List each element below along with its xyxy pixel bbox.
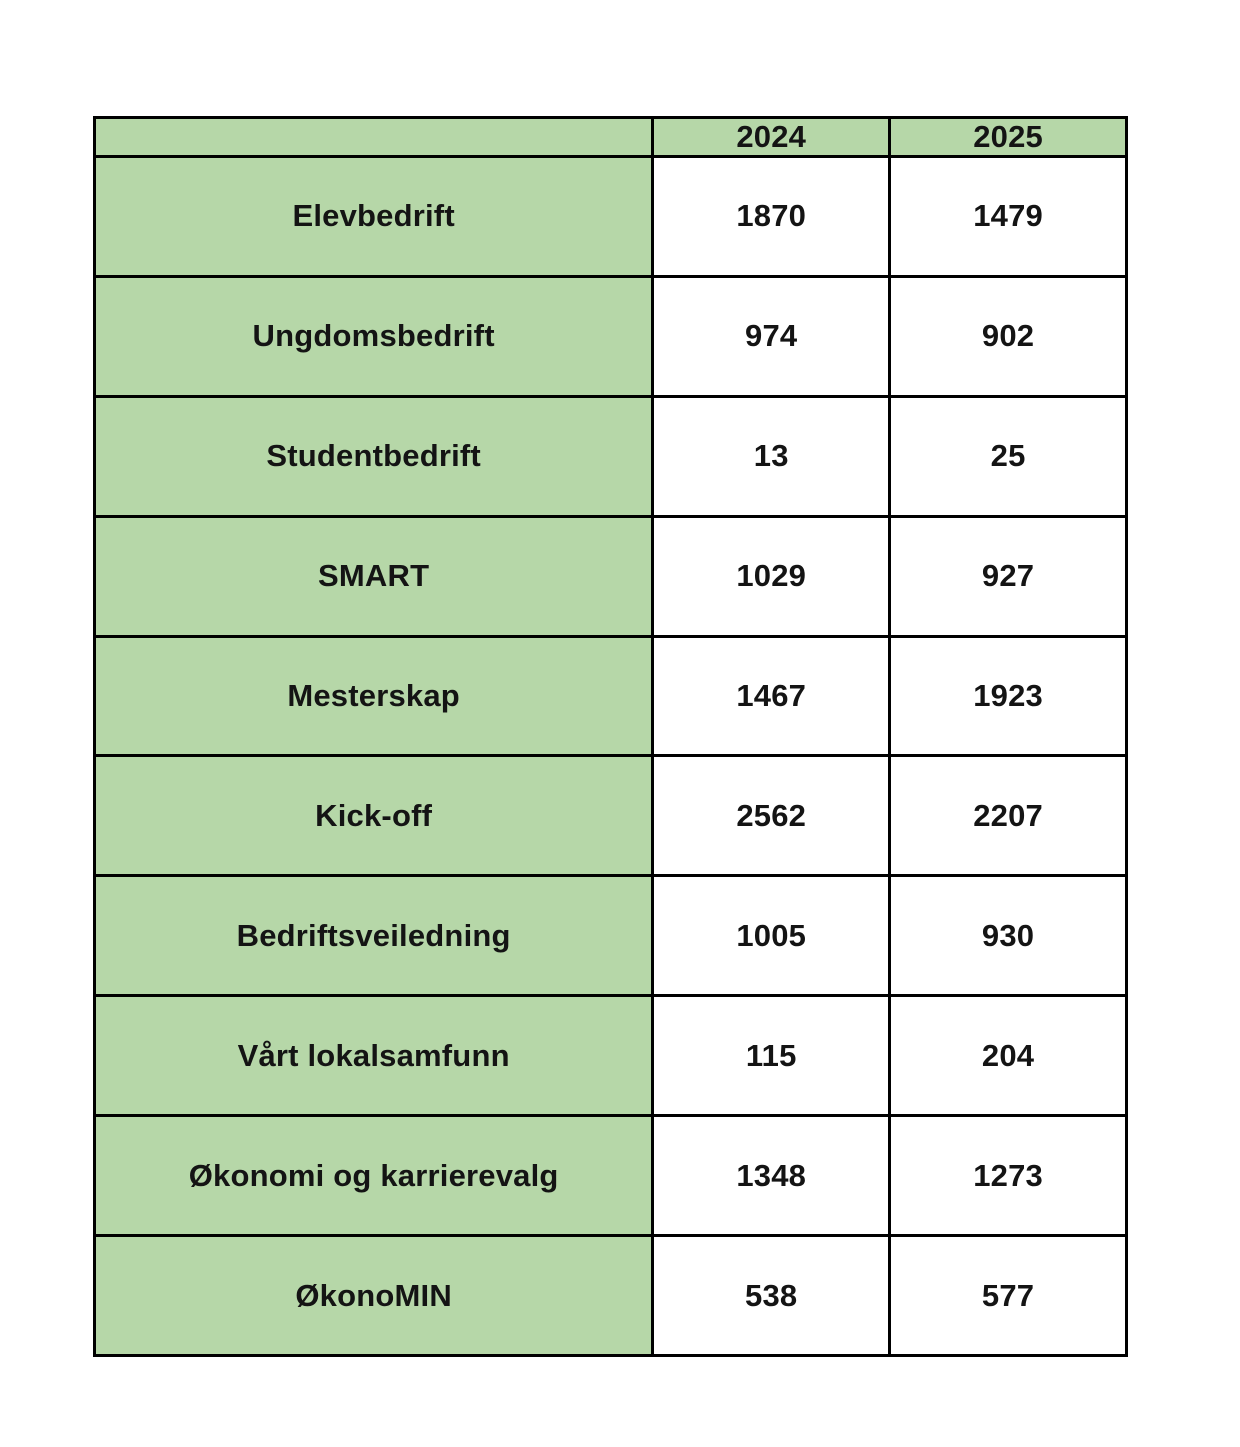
value-2024-cell: 538 (651, 1234, 892, 1357)
table-row: Bedriftsveiledning 1005 930 (92, 874, 1128, 998)
row-label-cell: Elevbedrift (92, 155, 655, 278)
table-row: Kick-off 2562 2207 (92, 754, 1128, 878)
row-label-cell: Kick-off (92, 754, 655, 878)
value-2024-cell: 1870 (651, 155, 892, 278)
value-2024-cell: 974 (651, 274, 892, 398)
statistics-table: 2024 2025 Elevbedrift 1870 1479 Ungdomsbedr… (92, 116, 1128, 1357)
table-row: SMART 1029 927 (92, 514, 1128, 638)
value-2025-cell: 930 (888, 874, 1128, 998)
value-2024-cell: 1005 (651, 874, 892, 998)
statistics-table-container: 2024 2025 Elevbedrift 1870 1479 Ungdomsbedr… (92, 116, 1128, 1357)
value-2024-cell: 1467 (651, 634, 892, 758)
header-cell-2025: 2025 (888, 116, 1128, 158)
row-label-cell: Mesterskap (92, 634, 655, 758)
value-2025-cell: 1479 (888, 155, 1128, 278)
value-2025-cell: 1923 (888, 634, 1128, 758)
row-label-cell: Vårt lokalsamfunn (92, 994, 655, 1118)
row-label-cell: Studentbedrift (92, 394, 655, 518)
table-row: ØkonoMIN 538 577 (92, 1234, 1128, 1357)
row-label-cell: Ungdomsbedrift (92, 274, 655, 398)
value-2025-cell: 577 (888, 1234, 1128, 1357)
table-row: Mesterskap 1467 1923 (92, 634, 1128, 758)
table-row: Vårt lokalsamfunn 115 204 (92, 994, 1128, 1118)
header-cell-2024: 2024 (651, 116, 892, 158)
value-2024-cell: 2562 (651, 754, 892, 878)
header-row: 2024 2025 (92, 116, 1128, 158)
table-header: 2024 2025 (92, 116, 1128, 158)
header-cell-empty (92, 116, 655, 158)
table-row: Økonomi og karrierevalg 1348 1273 (92, 1114, 1128, 1238)
value-2024-cell: 1348 (651, 1114, 892, 1238)
value-2025-cell: 927 (888, 514, 1128, 638)
table-row: Elevbedrift 1870 1479 (92, 155, 1128, 278)
row-label-cell: ØkonoMIN (92, 1234, 655, 1357)
row-label-cell: Økonomi og karrierevalg (92, 1114, 655, 1238)
value-2025-cell: 1273 (888, 1114, 1128, 1238)
value-2025-cell: 204 (888, 994, 1128, 1118)
value-2025-cell: 2207 (888, 754, 1128, 878)
value-2025-cell: 902 (888, 274, 1128, 398)
table-row: Studentbedrift 13 25 (92, 394, 1128, 518)
table-row: Ungdomsbedrift 974 902 (92, 274, 1128, 398)
table-body: Elevbedrift 1870 1479 Ungdomsbedrift 974 902 S… (92, 155, 1128, 1357)
value-2024-cell: 115 (651, 994, 892, 1118)
row-label-cell: Bedriftsveiledning (92, 874, 655, 998)
row-label-cell: SMART (92, 514, 655, 638)
value-2024-cell: 1029 (651, 514, 892, 638)
value-2024-cell: 13 (651, 394, 892, 518)
value-2025-cell: 25 (888, 394, 1128, 518)
